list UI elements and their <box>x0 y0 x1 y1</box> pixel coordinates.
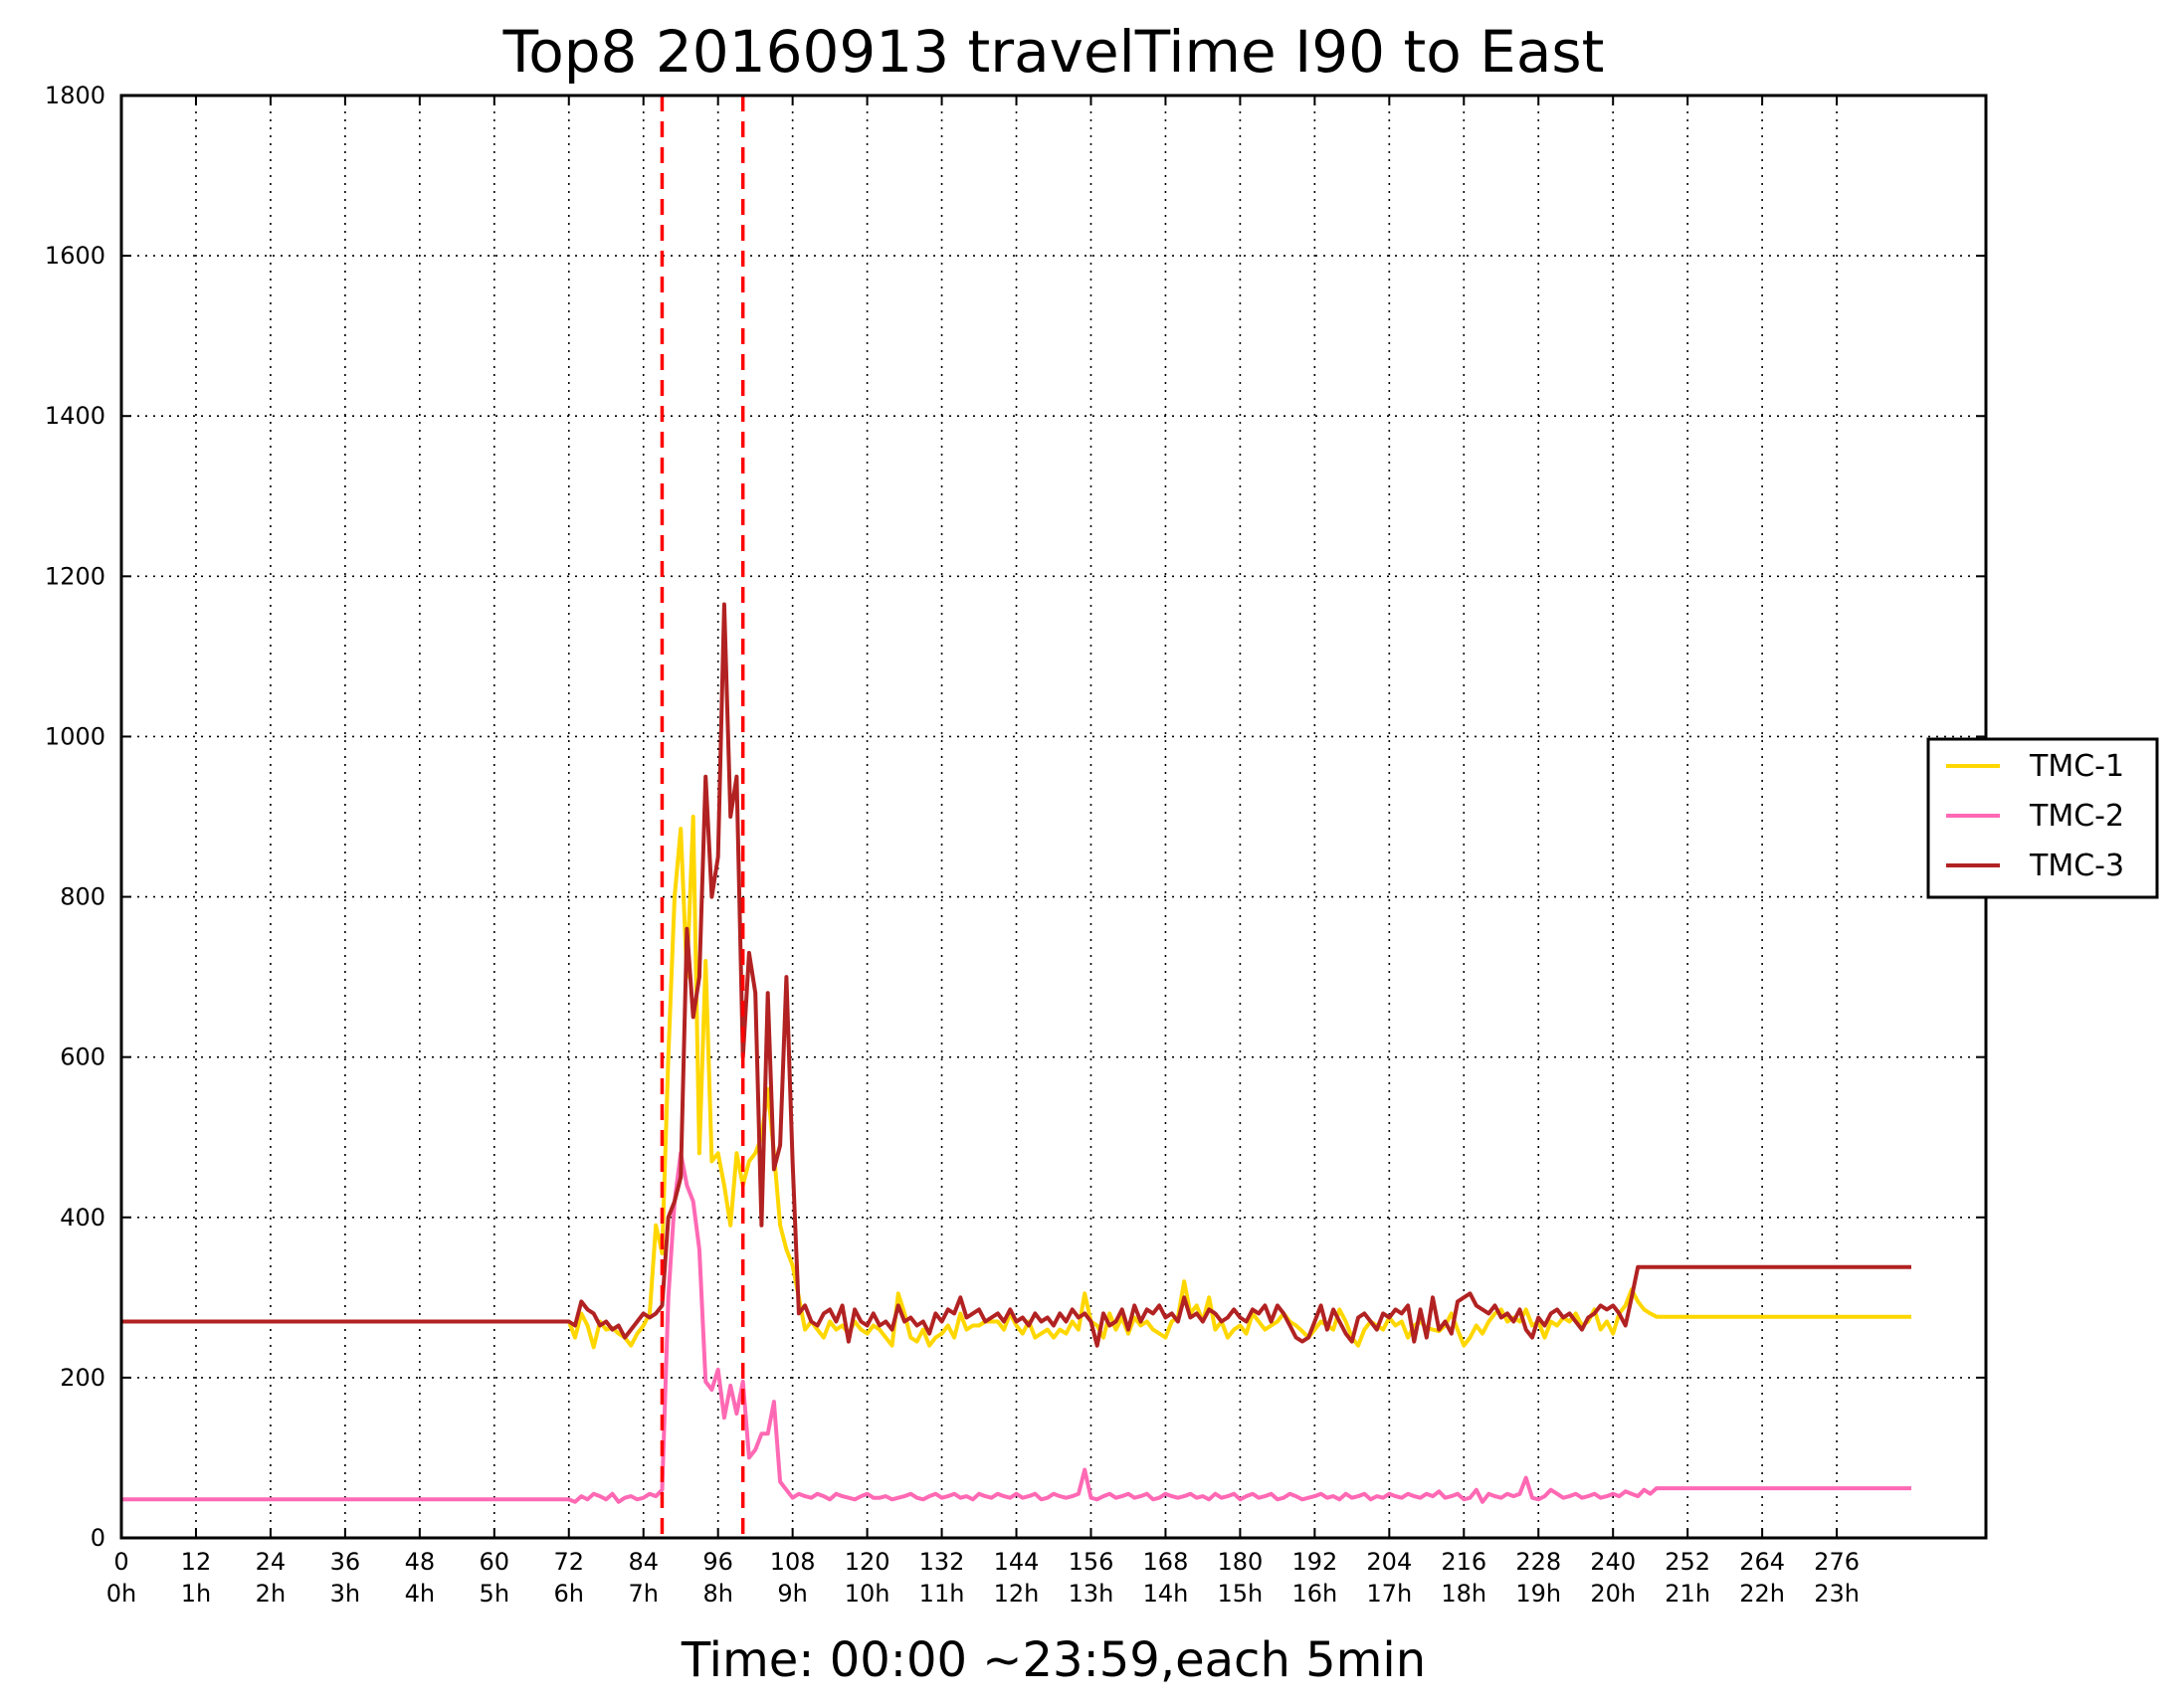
x-tick-hour-label: 16h <box>1291 1580 1337 1608</box>
x-tick-hour-label: 19h <box>1515 1580 1561 1608</box>
marker-layer <box>660 95 745 1538</box>
x-tick-hour-label: 7h <box>628 1580 658 1608</box>
x-tick-hour-label: 17h <box>1366 1580 1412 1608</box>
y-tick-label: 1200 <box>45 562 105 590</box>
x-tick-label: 96 <box>702 1548 733 1576</box>
x-tick-hour-label: 22h <box>1739 1580 1785 1608</box>
y-tick-label: 400 <box>60 1204 105 1232</box>
y-tick-label: 0 <box>91 1524 105 1552</box>
x-tick-label: 72 <box>553 1548 584 1576</box>
x-tick-label: 120 <box>845 1548 890 1576</box>
x-tick-hour-label: 15h <box>1218 1580 1264 1608</box>
x-tick-label: 12 <box>181 1548 212 1576</box>
y-tick-label: 600 <box>60 1044 105 1071</box>
x-tick-label: 144 <box>994 1548 1040 1576</box>
grid <box>121 95 1986 1538</box>
x-tick-hour-label: 0h <box>106 1580 136 1608</box>
x-tick-label: 228 <box>1515 1548 1561 1576</box>
x-axis-label: Time: 00:00 ~23:59,each 5min <box>681 1632 1426 1688</box>
x-tick-label: 168 <box>1143 1548 1189 1576</box>
x-tick-hour-label: 9h <box>777 1580 807 1608</box>
x-tick-hour-label: 10h <box>845 1580 890 1608</box>
y-tick-label: 1000 <box>45 722 105 750</box>
y-tick-label: 1800 <box>45 82 105 109</box>
x-tick-label: 204 <box>1366 1548 1412 1576</box>
x-tick-hour-label: 20h <box>1590 1580 1636 1608</box>
x-tick-hour-label: 23h <box>1814 1580 1860 1608</box>
tick-layer: 00h121h242h363h484h605h726h847h968h1089h… <box>45 82 1986 1608</box>
x-tick-hour-label: 6h <box>554 1580 584 1608</box>
legend: TMC-1 TMC-2 TMC-3 <box>1926 737 2159 899</box>
x-tick-label: 252 <box>1665 1548 1710 1576</box>
x-tick-label: 0 <box>113 1548 128 1576</box>
legend-label: TMC-2 <box>2029 799 2124 834</box>
x-tick-label: 180 <box>1217 1548 1263 1576</box>
x-tick-label: 60 <box>480 1548 510 1576</box>
y-tick-label: 800 <box>60 883 105 911</box>
x-tick-label: 276 <box>1814 1548 1860 1576</box>
x-tick-label: 108 <box>770 1548 816 1576</box>
x-tick-label: 216 <box>1441 1548 1486 1576</box>
x-tick-label: 264 <box>1739 1548 1785 1576</box>
x-tick-label: 132 <box>919 1548 965 1576</box>
x-tick-label: 192 <box>1291 1548 1337 1576</box>
x-tick-hour-label: 14h <box>1143 1580 1189 1608</box>
y-tick-label: 1600 <box>45 242 105 270</box>
x-tick-hour-label: 12h <box>994 1580 1040 1608</box>
x-tick-hour-label: 3h <box>330 1580 360 1608</box>
x-tick-label: 48 <box>405 1548 436 1576</box>
x-tick-label: 24 <box>256 1548 287 1576</box>
x-tick-hour-label: 1h <box>181 1580 211 1608</box>
x-tick-hour-label: 4h <box>405 1580 435 1608</box>
legend-label: TMC-3 <box>2029 849 2124 883</box>
chart-title: Top8 20160913 travelTime I90 to East <box>502 18 1605 86</box>
x-tick-label: 36 <box>330 1548 361 1576</box>
x-tick-hour-label: 11h <box>919 1580 965 1608</box>
x-tick-hour-label: 18h <box>1441 1580 1486 1608</box>
y-tick-label: 1400 <box>45 402 105 430</box>
x-tick-hour-label: 21h <box>1665 1580 1710 1608</box>
x-tick-hour-label: 13h <box>1069 1580 1114 1608</box>
y-tick-label: 200 <box>60 1364 105 1392</box>
x-tick-hour-label: 2h <box>256 1580 286 1608</box>
series-line-tmc-2 <box>121 1151 1911 1504</box>
x-tick-label: 240 <box>1590 1548 1636 1576</box>
x-tick-hour-label: 5h <box>480 1580 509 1608</box>
x-tick-label: 156 <box>1069 1548 1114 1576</box>
x-tick-label: 84 <box>628 1548 659 1576</box>
legend-label: TMC-1 <box>2029 749 2124 784</box>
x-tick-hour-label: 8h <box>702 1580 732 1608</box>
